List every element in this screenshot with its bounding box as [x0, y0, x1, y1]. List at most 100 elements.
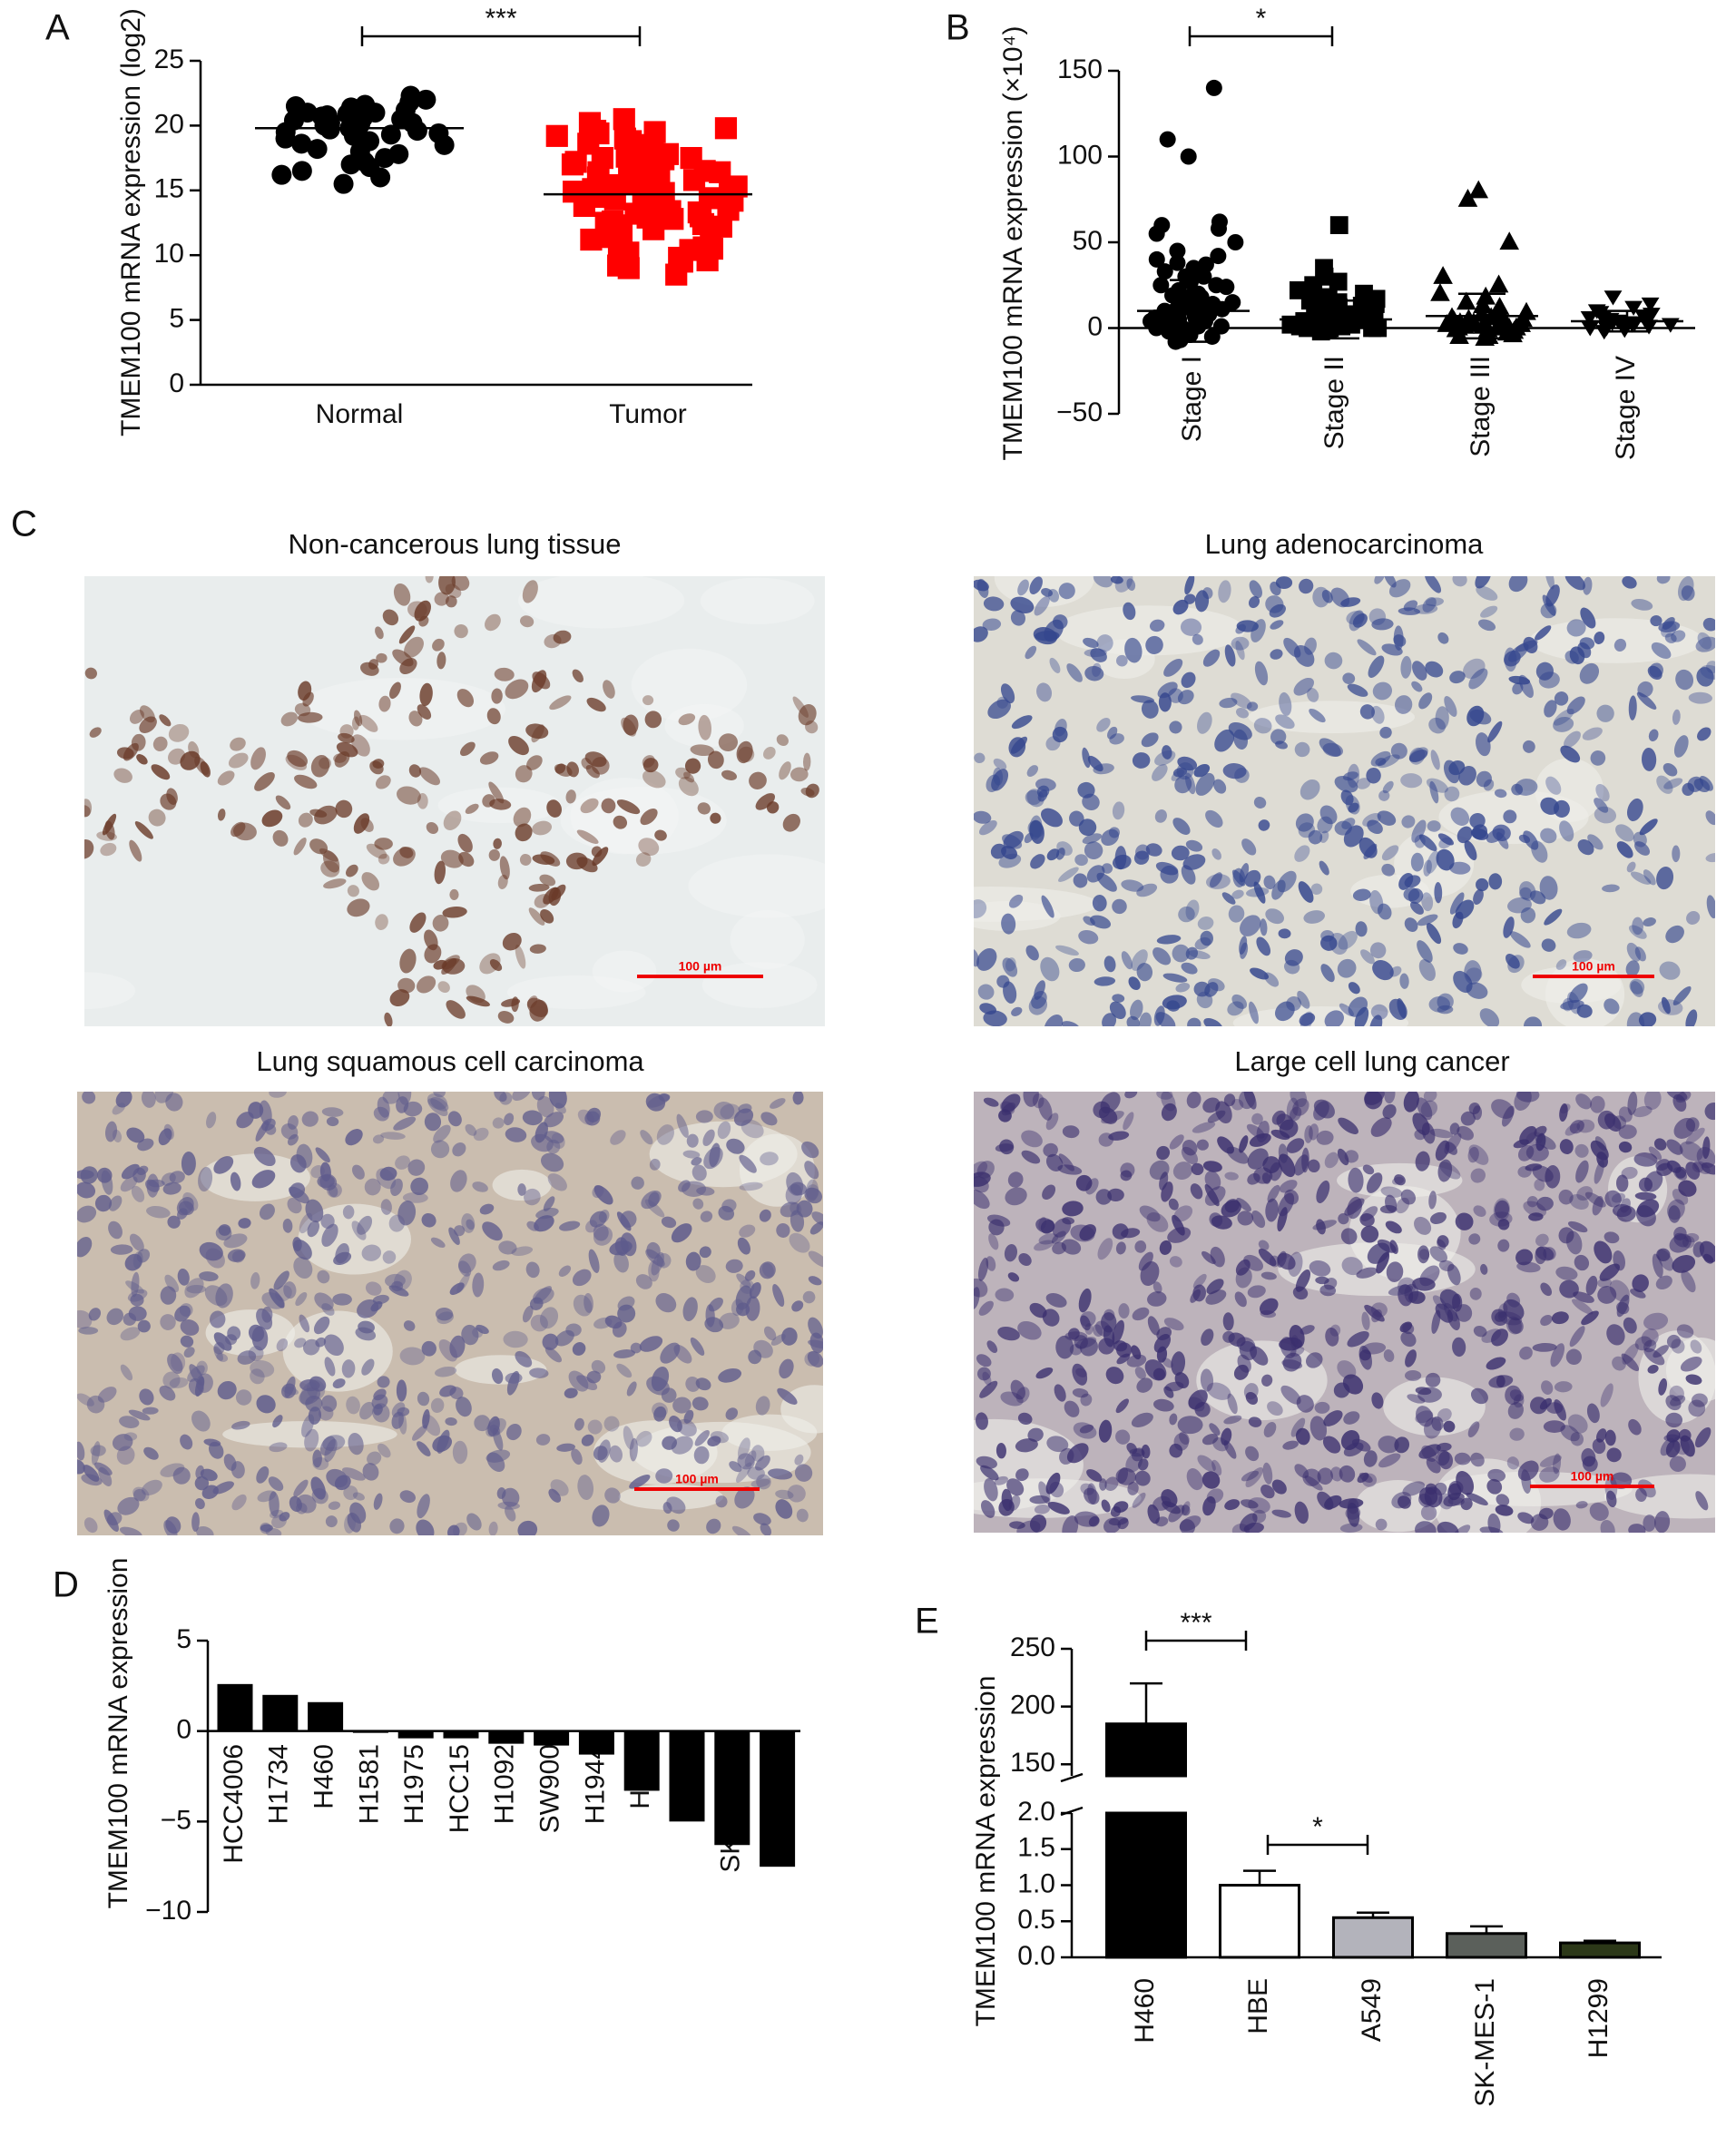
lumen — [730, 909, 805, 969]
cell — [1647, 1364, 1659, 1374]
cell — [1260, 1485, 1275, 1499]
cell — [1381, 643, 1403, 656]
cell — [1476, 585, 1498, 601]
cell — [515, 765, 533, 783]
cell — [1564, 730, 1581, 749]
cell — [536, 1095, 554, 1118]
cell — [129, 839, 142, 862]
cell — [574, 1417, 584, 1431]
bar — [1446, 1932, 1527, 1959]
cell — [1337, 958, 1357, 978]
cell — [1377, 810, 1397, 826]
cell — [691, 1157, 702, 1166]
cell — [1417, 914, 1438, 926]
cell — [447, 1524, 460, 1535]
point — [1624, 300, 1643, 316]
point — [352, 130, 373, 151]
cell — [1034, 980, 1045, 1000]
point — [1159, 131, 1176, 148]
cell — [1473, 1205, 1486, 1218]
cell — [586, 1107, 602, 1122]
cell — [1684, 1232, 1700, 1243]
cell — [1027, 1427, 1044, 1442]
cell — [1290, 1106, 1302, 1122]
cell — [1634, 841, 1651, 856]
cell — [199, 1241, 223, 1261]
cell — [1295, 813, 1314, 832]
cell — [1635, 1487, 1647, 1503]
cell — [294, 774, 318, 789]
cell — [215, 1226, 232, 1240]
cell — [432, 638, 445, 652]
cell — [1384, 576, 1397, 588]
x-tick-label: Stage IV — [1611, 356, 1641, 460]
cell — [227, 1326, 241, 1341]
cell — [652, 1402, 668, 1418]
cell — [1526, 1196, 1538, 1208]
cell — [1279, 1180, 1298, 1193]
cell — [1231, 889, 1244, 899]
cell — [1079, 1338, 1098, 1357]
cell — [1299, 578, 1314, 594]
cell — [1056, 841, 1073, 856]
cell — [180, 1335, 194, 1348]
x-tick-label: A549 — [1357, 1978, 1387, 2042]
cell — [1179, 1515, 1201, 1532]
cell — [976, 578, 989, 598]
cell — [1665, 1395, 1682, 1411]
point — [1468, 180, 1489, 199]
cell — [287, 750, 309, 768]
cell — [424, 1113, 442, 1132]
cell — [1519, 1346, 1533, 1360]
cell — [380, 1199, 392, 1215]
cell — [1263, 875, 1276, 890]
cell — [1540, 1282, 1553, 1297]
cell — [1449, 671, 1466, 684]
cell — [576, 829, 599, 844]
cell — [1093, 1324, 1103, 1338]
cell — [554, 1103, 566, 1114]
cell — [1231, 869, 1246, 887]
point — [1218, 279, 1235, 296]
cell — [671, 1436, 693, 1455]
cell — [281, 1383, 297, 1399]
cell — [1627, 1092, 1638, 1115]
cell — [776, 1222, 790, 1238]
cell — [584, 1292, 593, 1313]
cell — [1082, 747, 1091, 769]
point — [1456, 291, 1476, 310]
cell — [1194, 936, 1211, 950]
cell — [1594, 806, 1617, 824]
cell — [549, 695, 572, 711]
cell — [323, 1334, 344, 1357]
cell — [1539, 876, 1558, 900]
cell — [1426, 923, 1442, 945]
cell — [1443, 760, 1460, 784]
cell — [78, 1327, 99, 1335]
cell — [314, 805, 338, 825]
cell — [1497, 1239, 1510, 1252]
cell — [1112, 898, 1127, 915]
cell — [535, 1434, 551, 1446]
cell — [482, 794, 495, 808]
cell — [763, 746, 776, 760]
cell — [250, 1271, 260, 1289]
cell — [438, 576, 456, 595]
cell — [1545, 584, 1560, 607]
cell — [1656, 867, 1674, 890]
cell — [1075, 1174, 1093, 1191]
cell — [1203, 1018, 1223, 1026]
cell — [1074, 1511, 1100, 1527]
cell — [134, 821, 153, 839]
cell — [1633, 1152, 1658, 1167]
cell — [1585, 1275, 1598, 1296]
cell — [620, 1232, 637, 1257]
cell — [1058, 867, 1079, 882]
cell — [160, 1463, 185, 1477]
cell — [750, 1478, 770, 1488]
cell — [744, 1269, 756, 1281]
cell — [1279, 691, 1292, 716]
cell — [559, 1220, 581, 1231]
cell — [556, 1443, 575, 1452]
cell — [999, 1101, 1015, 1115]
